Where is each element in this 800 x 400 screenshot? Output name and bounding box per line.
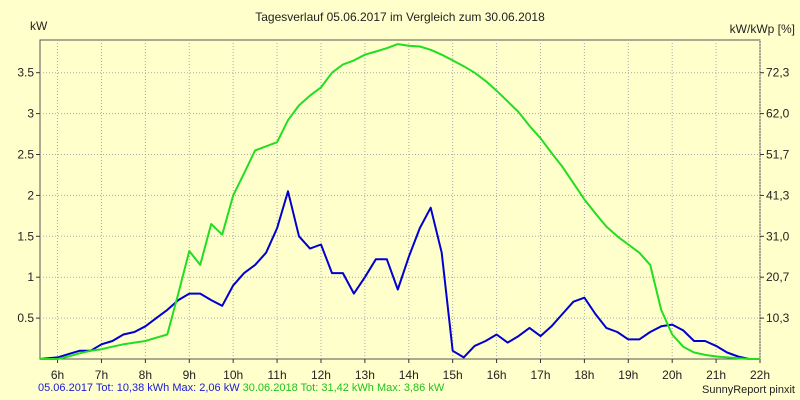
series-a-summary: 05.06.2017 Tot: 10,38 kWh Max: 2,06 kW — [38, 382, 240, 394]
y-axis-label-right: kW/kWp [%] — [729, 22, 795, 36]
x-tick-label: 10h — [223, 368, 243, 382]
x-tick-label: 15h — [443, 368, 463, 382]
x-tick-label: 16h — [487, 368, 507, 382]
series-line-2 — [40, 43, 760, 360]
plot-area — [39, 39, 761, 360]
y-tick-label-left: 0.5 — [17, 311, 34, 325]
y-tick-label-right: 41,3 — [766, 188, 790, 202]
y-tick-label-right: 72,3 — [766, 66, 790, 80]
y-axis-label-left: kW — [30, 19, 48, 33]
y-tick-label-left: 1 — [27, 270, 34, 284]
x-tick-label: 6h — [51, 368, 64, 382]
y-tick-label-right: 31,0 — [766, 229, 790, 243]
x-tick-label: 20h — [662, 368, 682, 382]
chart-title: Tagesverlauf 05.06.2017 im Vergleich zum… — [255, 10, 545, 24]
y-tick-label-left: 2 — [27, 188, 34, 202]
y-tick-label-left: 1.5 — [17, 229, 34, 243]
x-tick-label: 18h — [574, 368, 594, 382]
x-tick-label: 19h — [618, 368, 638, 382]
x-tick-label: 22h — [750, 368, 770, 382]
y-tick-label-right: 62,0 — [766, 107, 790, 121]
chart-footer: 05.06.2017 Tot: 10,38 kWh Max: 2,06 kW 3… — [38, 382, 444, 394]
x-tick-label: 13h — [355, 368, 375, 382]
x-tick-label: 14h — [399, 368, 419, 382]
y-tick-label-right: 20,7 — [766, 270, 790, 284]
y-tick-label-left: 3.5 — [17, 66, 34, 80]
x-tick-label: 12h — [311, 368, 331, 382]
x-tick-label: 21h — [706, 368, 726, 382]
y-tick-label-left: 2.5 — [17, 148, 34, 162]
x-tick-label: 17h — [530, 368, 550, 382]
series-line-1 — [39, 190, 760, 360]
x-tick-label: 9h — [183, 368, 196, 382]
y-tick-label-right: 51,7 — [766, 148, 790, 162]
x-tick-label: 8h — [139, 368, 152, 382]
y-tick-label-left: 3 — [27, 107, 34, 121]
x-tick-label: 7h — [95, 368, 108, 382]
y-tick-label-right: 10,3 — [766, 311, 790, 325]
chart-credit: SunnyReport pinxit — [702, 384, 795, 396]
x-tick-label: 11h — [268, 368, 287, 382]
series-b-summary: 30.06.2018 Tot: 31,42 kWh Max: 3,86 kW — [242, 382, 445, 394]
